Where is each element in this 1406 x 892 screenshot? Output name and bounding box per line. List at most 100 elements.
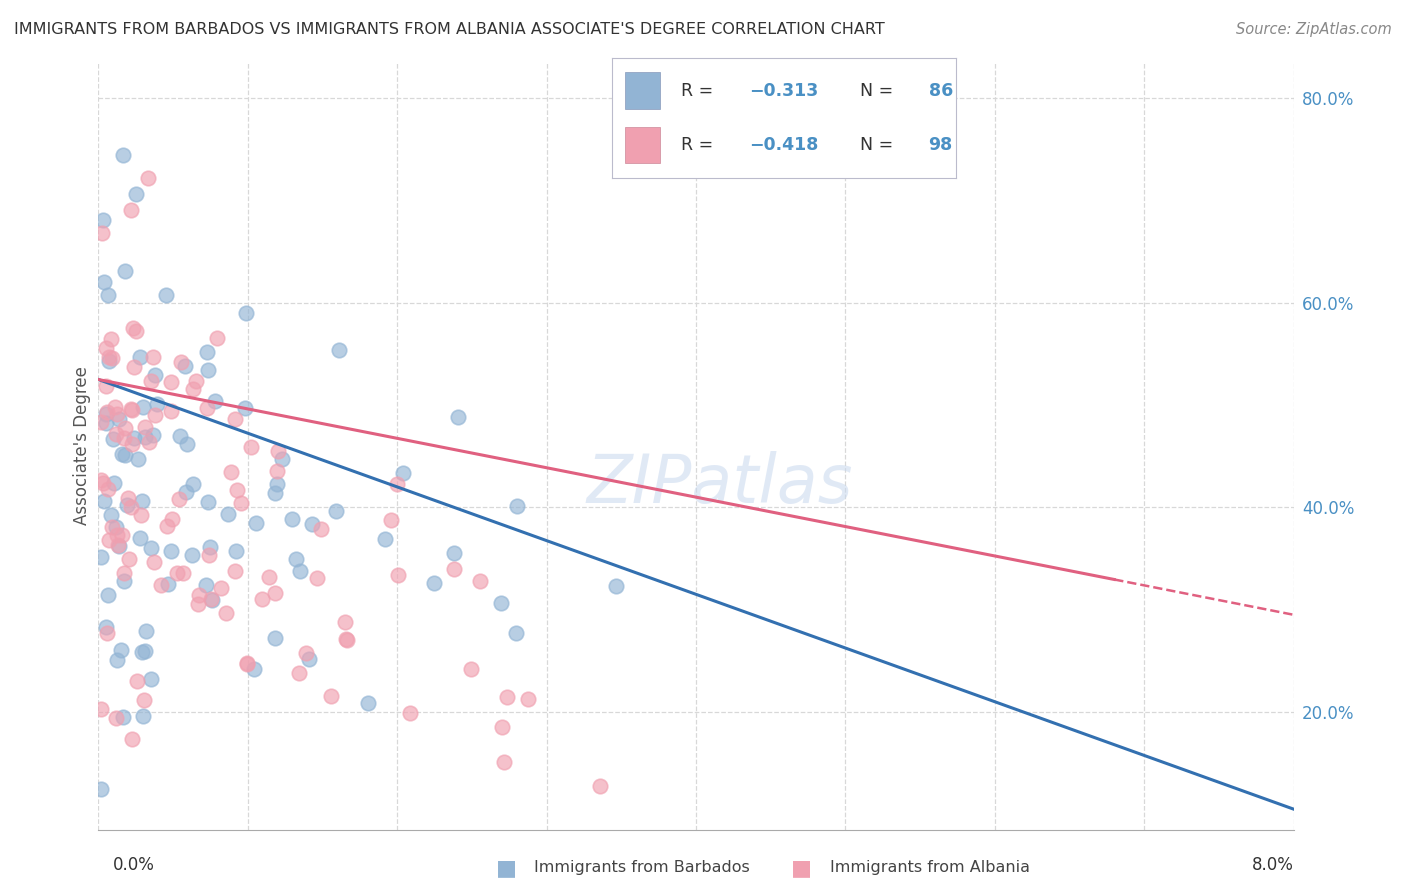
Point [114,574,136,589]
Point [114,264,136,278]
Point [107,539,129,553]
Point [149,578,172,592]
Point [91,227,114,241]
Text: IMMIGRANTS FROM BARBADOS VS IMMIGRANTS FROM ALBANIA ASSOCIATE'S DEGREE CORRELATI: IMMIGRANTS FROM BARBADOS VS IMMIGRANTS F… [14,22,884,37]
Point [110,528,132,542]
Point [97,482,120,496]
Text: −0.418: −0.418 [749,136,818,154]
Point [281,512,304,526]
Point [125,324,148,338]
Point [447,409,470,424]
Point [122,431,145,445]
Point [122,320,145,334]
Point [263,485,285,500]
Point [143,368,166,382]
Text: 86: 86 [928,82,953,100]
Point [385,476,408,491]
Text: Immigrants from Barbados: Immigrants from Barbados [534,861,749,875]
Point [90,473,112,487]
Point [506,499,529,513]
Point [205,331,228,345]
Text: Immigrants from Albania: Immigrants from Albania [830,861,1029,875]
Point [121,436,143,450]
Text: ZIPatlas: ZIPatlas [586,451,853,517]
Point [121,731,143,746]
Point [517,691,540,706]
Point [142,351,165,365]
Point [112,566,135,581]
Point [166,566,188,580]
Point [97,288,120,302]
Point [183,382,205,396]
Point [225,483,247,497]
FancyBboxPatch shape [626,127,659,162]
Point [134,419,156,434]
Point [468,574,491,588]
Point [110,643,132,657]
Point [356,696,378,710]
Point [156,519,179,533]
Point [91,213,114,227]
Point [159,375,181,389]
Point [325,504,347,518]
Point [120,500,142,514]
Point [243,662,266,676]
Point [605,579,627,593]
Point [200,593,222,607]
Point [121,403,143,417]
Point [224,412,246,426]
Point [145,409,167,423]
Point [443,546,465,560]
Text: 8.0%: 8.0% [1251,855,1294,873]
Point [127,451,149,466]
Point [134,430,156,444]
Point [142,428,165,442]
Point [98,354,121,368]
Point [141,541,163,555]
Point [160,543,183,558]
Point [96,416,118,430]
Point [271,452,294,467]
Point [491,720,513,734]
Point [224,564,246,578]
Point [93,275,115,289]
Point [141,673,163,687]
Point [100,508,122,522]
Point [197,363,219,377]
Point [101,520,124,534]
Point [335,632,357,647]
Point [122,360,145,375]
Point [204,393,226,408]
Point [96,404,118,418]
Point [128,350,150,364]
Point [505,626,527,640]
Point [96,626,118,640]
Point [589,780,612,794]
Point [112,431,135,445]
Text: N =: N = [859,136,898,154]
Point [245,516,267,531]
Text: −0.313: −0.313 [749,82,818,100]
Point [174,485,197,500]
Point [129,508,152,522]
Point [219,465,242,479]
Point [94,341,117,355]
Point [118,552,141,566]
Text: N =: N = [859,82,898,100]
Point [328,343,350,358]
Text: ■: ■ [792,858,811,878]
Point [101,351,124,366]
Point [336,633,359,648]
Text: Source: ZipAtlas.com: Source: ZipAtlas.com [1236,22,1392,37]
Point [103,476,125,491]
Point [209,581,232,595]
Point [107,412,129,426]
Point [91,475,114,490]
Point [90,550,112,565]
Point [173,359,195,374]
Point [105,527,128,541]
Point [198,548,221,562]
Point [443,562,465,576]
Point [114,421,136,435]
Point [134,644,156,658]
